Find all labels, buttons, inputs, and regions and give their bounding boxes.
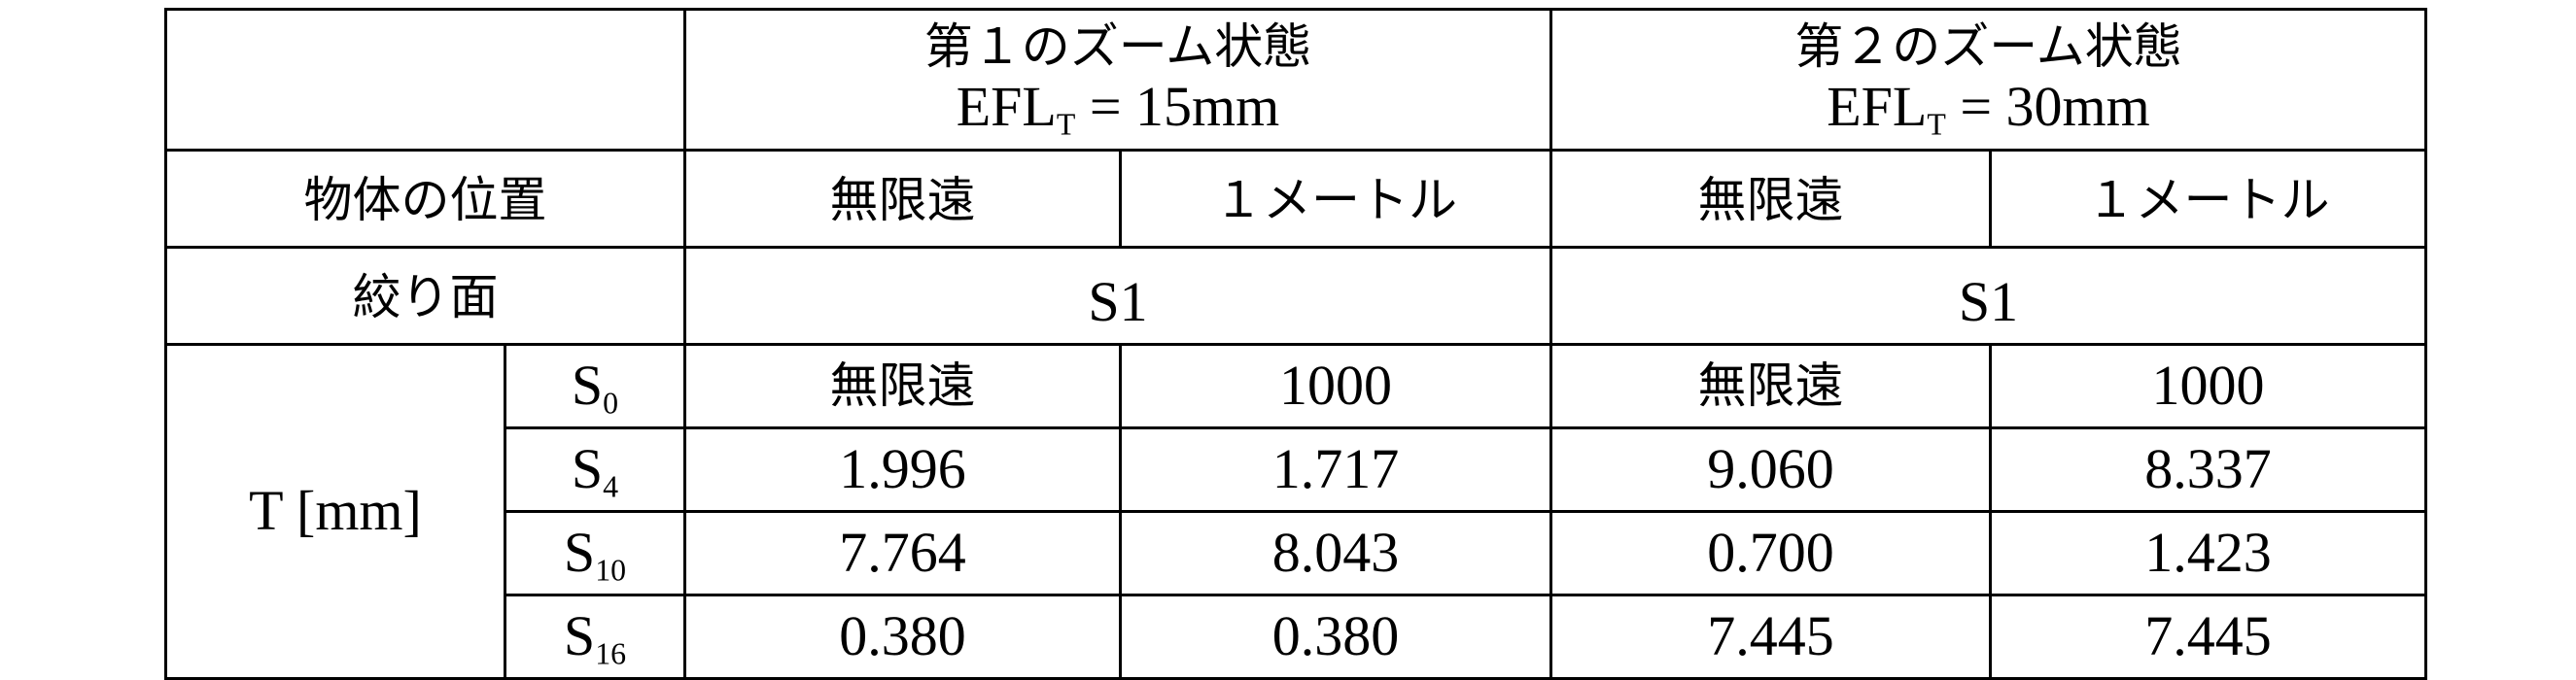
surface-s: S xyxy=(572,437,603,500)
value-cell: 0.380 xyxy=(1121,595,1551,679)
surface-index: 10 xyxy=(595,554,626,588)
zoom2-title: 第２のズーム状態 xyxy=(1552,19,2424,76)
value-cell: 0.700 xyxy=(1551,512,1991,595)
surface-label: S4 xyxy=(505,428,685,512)
object-position-cell: １メートル xyxy=(1991,151,2426,248)
stop-surface-cell: S1 xyxy=(1551,248,2426,345)
surface-label: S16 xyxy=(505,595,685,679)
value-cell: 7.445 xyxy=(1551,595,1991,679)
surface-index: 0 xyxy=(603,387,618,421)
object-position-cell: １メートル xyxy=(1121,151,1551,248)
value-cell: 7.445 xyxy=(1991,595,2426,679)
surface-s: S xyxy=(572,354,603,417)
surface-label: S0 xyxy=(505,345,685,428)
efl-value: = 15mm xyxy=(1075,75,1279,138)
value-cell: 1000 xyxy=(1121,345,1551,428)
zoom2-efl: EFLT = 30mm xyxy=(1552,75,2424,140)
value-cell: 1.996 xyxy=(685,428,1121,512)
efl-sub: T xyxy=(1057,108,1075,142)
value-cell: 8.337 xyxy=(1991,428,2426,512)
surface-index: 4 xyxy=(603,470,618,504)
surface-index: 16 xyxy=(595,637,626,671)
thickness-row: T [mm] S0 無限遠 1000 無限遠 1000 xyxy=(166,345,2426,428)
surface-label: S10 xyxy=(505,512,685,595)
value-cell: 1.717 xyxy=(1121,428,1551,512)
value-cell: 無限遠 xyxy=(1551,345,1991,428)
value-cell: 1.423 xyxy=(1991,512,2426,595)
header-row: 第１のズーム状態 EFLT = 15mm 第２のズーム状態 EFLT = 30m… xyxy=(166,10,2426,151)
surface-s: S xyxy=(564,604,595,667)
object-position-cell: 無限遠 xyxy=(685,151,1121,248)
corner-cell xyxy=(166,10,685,151)
zoom1-efl: EFLT = 15mm xyxy=(686,75,1549,140)
surface-s: S xyxy=(564,521,595,584)
stop-surface-cell: S1 xyxy=(685,248,1551,345)
efl-label: EFL xyxy=(957,75,1057,138)
thickness-label: T [mm] xyxy=(166,345,505,679)
zoom2-header: 第２のズーム状態 EFLT = 30mm xyxy=(1551,10,2426,151)
thickness-row: S10 7.764 8.043 0.700 1.423 xyxy=(166,512,2426,595)
efl-sub: T xyxy=(1927,108,1945,142)
value-cell: 無限遠 xyxy=(685,345,1121,428)
value-cell: 9.060 xyxy=(1551,428,1991,512)
zoom1-title: 第１のズーム状態 xyxy=(686,19,1549,76)
efl-value: = 30mm xyxy=(1946,75,2150,138)
object-position-label: 物体の位置 xyxy=(166,151,685,248)
value-cell: 8.043 xyxy=(1121,512,1551,595)
object-position-cell: 無限遠 xyxy=(1551,151,1991,248)
value-cell: 0.380 xyxy=(685,595,1121,679)
stop-surface-label: 絞り面 xyxy=(166,248,685,345)
efl-label: EFL xyxy=(1827,75,1927,138)
stop-surface-row: 絞り面 S1 S1 xyxy=(166,248,2426,345)
object-position-row: 物体の位置 無限遠 １メートル 無限遠 １メートル xyxy=(166,151,2426,248)
zoom1-header: 第１のズーム状態 EFLT = 15mm xyxy=(685,10,1551,151)
zoom-state-table: 第１のズーム状態 EFLT = 15mm 第２のズーム状態 EFLT = 30m… xyxy=(164,8,2427,680)
thickness-row: S16 0.380 0.380 7.445 7.445 xyxy=(166,595,2426,679)
value-cell: 1000 xyxy=(1991,345,2426,428)
thickness-row: S4 1.996 1.717 9.060 8.337 xyxy=(166,428,2426,512)
value-cell: 7.764 xyxy=(685,512,1121,595)
